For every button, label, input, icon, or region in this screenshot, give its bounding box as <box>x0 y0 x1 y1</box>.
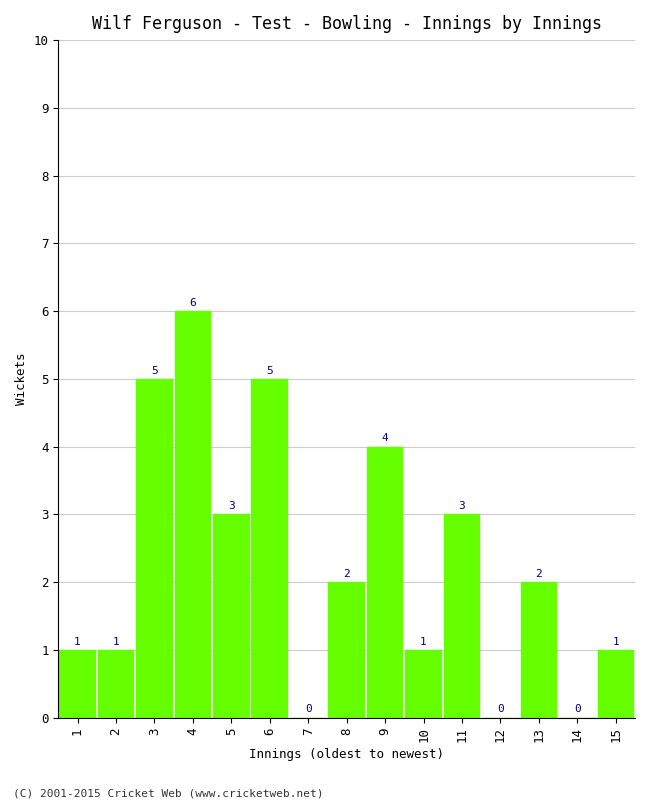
Text: 3: 3 <box>459 501 465 511</box>
Text: 1: 1 <box>112 637 120 646</box>
Text: 2: 2 <box>536 569 542 579</box>
Text: 2: 2 <box>343 569 350 579</box>
Y-axis label: Wickets: Wickets <box>15 353 28 405</box>
X-axis label: Innings (oldest to newest): Innings (oldest to newest) <box>249 748 444 761</box>
Bar <box>405 650 442 718</box>
Text: 1: 1 <box>420 637 427 646</box>
Text: 0: 0 <box>305 704 311 714</box>
Bar <box>328 582 365 718</box>
Text: 0: 0 <box>574 704 580 714</box>
Text: 1: 1 <box>612 637 619 646</box>
Bar <box>521 582 557 718</box>
Text: 3: 3 <box>228 501 235 511</box>
Bar <box>367 446 404 718</box>
Title: Wilf Ferguson - Test - Bowling - Innings by Innings: Wilf Ferguson - Test - Bowling - Innings… <box>92 15 602 33</box>
Text: 5: 5 <box>151 366 158 375</box>
Bar <box>136 379 173 718</box>
Bar <box>98 650 134 718</box>
Bar <box>597 650 634 718</box>
Text: 5: 5 <box>266 366 273 375</box>
Bar <box>444 514 480 718</box>
Text: 0: 0 <box>497 704 504 714</box>
Bar <box>213 514 250 718</box>
Text: 1: 1 <box>74 637 81 646</box>
Text: 4: 4 <box>382 434 389 443</box>
Bar <box>252 379 288 718</box>
Text: 6: 6 <box>189 298 196 308</box>
Text: (C) 2001-2015 Cricket Web (www.cricketweb.net): (C) 2001-2015 Cricket Web (www.cricketwe… <box>13 788 324 798</box>
Bar <box>175 311 211 718</box>
Bar <box>59 650 96 718</box>
